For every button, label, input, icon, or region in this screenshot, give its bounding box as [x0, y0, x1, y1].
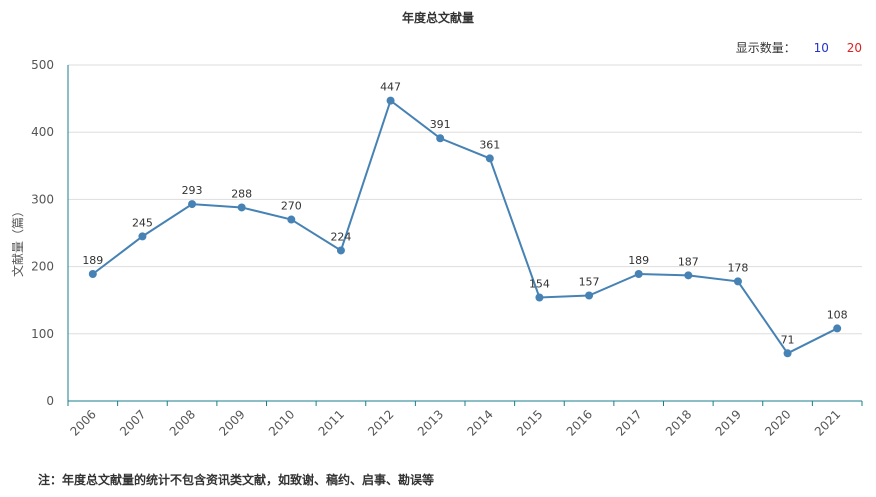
data-label: 187 — [678, 255, 699, 268]
x-tick-label: 2006 — [67, 407, 98, 438]
data-point[interactable] — [287, 215, 296, 224]
data-point[interactable] — [634, 269, 643, 278]
data-label: 288 — [231, 187, 252, 200]
data-point[interactable] — [188, 200, 197, 209]
axes — [67, 65, 863, 406]
x-tick-label: 2008 — [167, 407, 198, 438]
x-tick-label: 2019 — [713, 407, 744, 438]
x-tick-label: 2012 — [365, 407, 396, 438]
data-label: 157 — [579, 275, 600, 288]
data-point[interactable] — [88, 269, 97, 278]
data-point[interactable] — [436, 134, 445, 143]
data-label: 189 — [82, 254, 103, 267]
data-point[interactable] — [833, 324, 842, 333]
data-label: 154 — [529, 278, 550, 291]
data-point[interactable] — [138, 232, 147, 241]
data-point[interactable] — [535, 293, 544, 302]
data-point[interactable] — [386, 96, 395, 105]
y-tick-label: 500 — [31, 58, 54, 72]
y-axis-title-group: 文献量（篇） — [10, 205, 25, 277]
display-count-label: 显示数量： — [735, 41, 796, 55]
data-point[interactable] — [336, 246, 345, 255]
data-label: 108 — [827, 308, 848, 321]
y-tick-label: 200 — [31, 260, 54, 274]
y-tick-label: 400 — [31, 125, 54, 139]
data-label: 391 — [430, 118, 451, 131]
data-point[interactable] — [485, 154, 494, 163]
y-tick-labels: 0 100 200 300 400 500 — [31, 58, 54, 408]
x-tick-labels: 2006 2007 2008 2009 2010 2011 2012 2013 2014 2015… — [67, 407, 843, 438]
data-label: 447 — [380, 81, 401, 94]
data-point[interactable] — [733, 277, 742, 286]
display-count-option-10[interactable]: 10 — [813, 41, 829, 55]
x-tick-label: 2017 — [613, 407, 644, 438]
y-tick-label: 100 — [31, 327, 54, 341]
x-tick-label: 2007 — [117, 407, 148, 438]
footnote: 注：年度总文献量的统计不包含资讯类文献，如致谢、稿约、启事、勘误等 — [38, 473, 435, 487]
data-point[interactable] — [585, 291, 594, 300]
data-label: 245 — [132, 216, 153, 229]
x-tick-label: 2016 — [564, 407, 595, 438]
data-label: 270 — [281, 200, 302, 213]
x-tick-label: 2011 — [316, 407, 347, 438]
y-tick-label: 300 — [31, 192, 54, 206]
x-tick-label: 2018 — [663, 407, 694, 438]
series-line — [92, 98, 838, 355]
series-line-group — [92, 98, 838, 355]
grid-lines — [68, 64, 862, 335]
data-label: 224 — [330, 230, 351, 243]
x-tick-label: 2013 — [415, 407, 446, 438]
data-label: 361 — [479, 138, 500, 151]
x-tick-label: 2010 — [266, 407, 297, 438]
x-tick-label: 2015 — [514, 407, 545, 438]
data-label: 293 — [182, 184, 203, 197]
y-axis-title: 文献量（篇） — [10, 205, 25, 277]
display-count-option-20[interactable]: 20 — [846, 41, 862, 55]
data-label: 189 — [628, 254, 649, 267]
data-labels: 189 245 293 288 270 224 447 391 361 154 157 189 187 1… — [82, 81, 847, 347]
data-points — [88, 96, 842, 358]
data-point[interactable] — [237, 203, 246, 212]
x-tick-label: 2009 — [216, 407, 247, 438]
data-label: 71 — [781, 333, 795, 346]
data-point[interactable] — [783, 349, 792, 358]
chart-title: 年度总文献量 — [401, 11, 474, 25]
x-tick-label: 2014 — [464, 407, 495, 438]
y-tick-label: 0 — [46, 394, 54, 408]
data-point[interactable] — [684, 271, 693, 280]
display-count-selector: 显示数量： 10 20 — [736, 39, 862, 56]
data-label: 178 — [727, 261, 748, 274]
x-tick-label: 2021 — [812, 407, 843, 438]
x-tick-label: 2020 — [762, 407, 793, 438]
